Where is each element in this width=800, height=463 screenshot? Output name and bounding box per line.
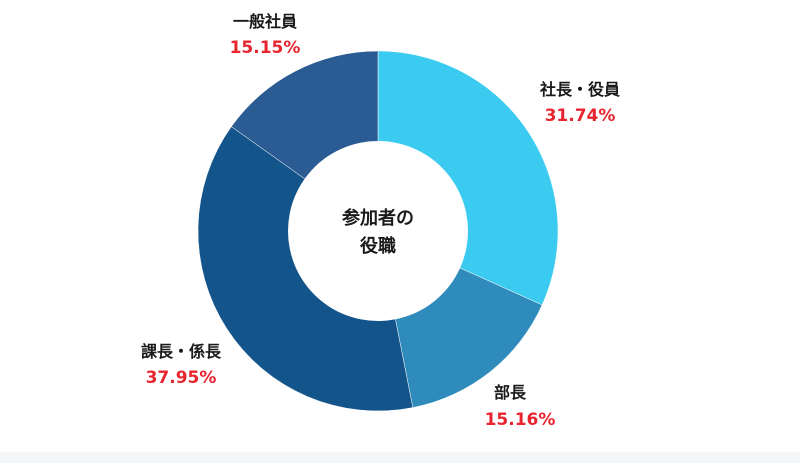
footer-band <box>0 452 800 463</box>
slice-value-staff: 15.15% <box>230 38 301 58</box>
slice-label-staff: 一般社員 <box>233 12 297 31</box>
slice-value-executives: 31.74% <box>545 106 616 126</box>
center-label-line-2: 役職 <box>360 235 396 257</box>
slice-value-department-head: 15.16% <box>485 410 556 430</box>
slice-label-department-head: 部長 <box>494 383 527 402</box>
slice-label-manager: 課長・係長 <box>141 342 222 361</box>
slice-value-manager: 37.95% <box>146 368 217 388</box>
donut-hole <box>288 141 468 321</box>
center-label-line-1: 参加者の <box>342 207 414 229</box>
slice-label-executives: 社長・役員 <box>539 80 620 99</box>
